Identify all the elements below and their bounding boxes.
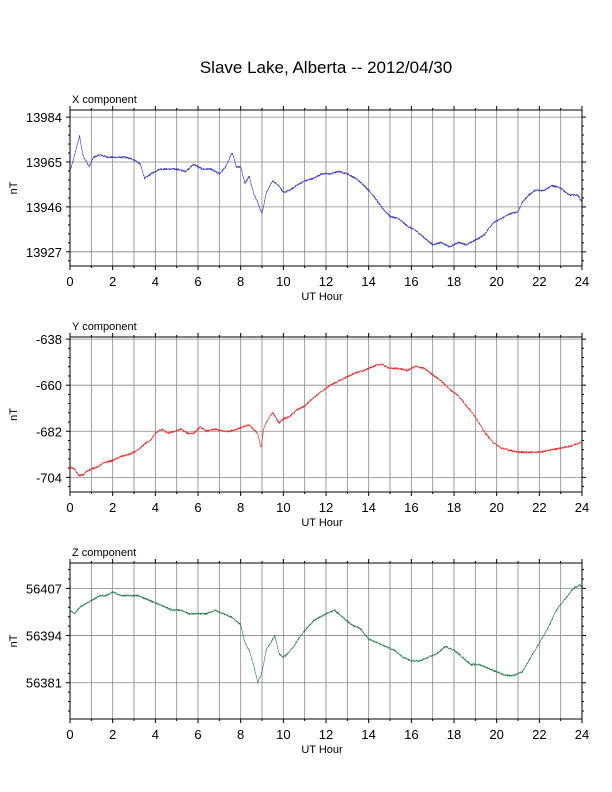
z-component-title: Z component: [72, 547, 136, 559]
z-x-tick-label: 14: [361, 727, 375, 742]
y-x-tick-label: 8: [237, 500, 244, 515]
y-x-tick-label: 18: [447, 500, 461, 515]
z-y-tick-label: 56407: [26, 581, 62, 596]
y-x-tick-label: 6: [194, 500, 201, 515]
x-x-tick-label: 0: [66, 274, 73, 289]
x-series-line: [69, 135, 583, 248]
x-x-tick-label: 14: [361, 274, 375, 289]
y-component-title: Y component: [72, 321, 137, 333]
z-y-axis-label: nT: [8, 634, 20, 647]
y-x-tick-label: 24: [575, 500, 589, 515]
y-x-tick-label: 16: [404, 500, 418, 515]
z-x-tick-label: 6: [194, 727, 201, 742]
y-y-axis-label: nT: [8, 408, 20, 421]
y-x-tick-label: 10: [276, 500, 290, 515]
y-y-tick-label: -704: [36, 470, 62, 485]
x-x-tick-label: 2: [109, 274, 116, 289]
x-x-tick-label: 16: [404, 274, 418, 289]
y-x-tick-label: 2: [109, 500, 116, 515]
x-panel: 0 2 4 6 8 10 12 14 16 18 20 22 241392713946139651398…: [8, 94, 589, 303]
y-y-tick-label: -682: [36, 424, 62, 439]
z-x-tick-label: 12: [319, 727, 333, 742]
y-x-tick-label: 20: [489, 500, 503, 515]
z-y-tick-label: 56394: [26, 629, 62, 644]
z-x-axis-label: UT Hour: [301, 744, 343, 756]
x-x-tick-label: 20: [489, 274, 503, 289]
x-x-tick-label: 24: [575, 274, 589, 289]
z-x-tick-label: 2: [109, 727, 116, 742]
y-x-tick-label: 4: [152, 500, 159, 515]
y-x-tick-label: 22: [532, 500, 546, 515]
x-y-tick-label: 13965: [26, 155, 62, 170]
y-y-tick-label: -638: [36, 332, 62, 347]
figure-title: Slave Lake, Alberta -- 2012/04/30: [199, 58, 453, 77]
x-y-tick-label: 13984: [26, 110, 62, 125]
z-x-tick-label: 4: [152, 727, 159, 742]
x-x-tick-label: 22: [532, 274, 546, 289]
x-x-tick-label: 18: [447, 274, 461, 289]
x-x-tick-label: 10: [276, 274, 290, 289]
y-x-axis-label: UT Hour: [301, 517, 343, 529]
z-y-tick-label: 56381: [26, 676, 62, 691]
x-x-axis-label: UT Hour: [301, 291, 343, 303]
y-y-tick-label: -660: [36, 378, 62, 393]
z-series-line: [69, 583, 583, 684]
z-x-tick-label: 16: [404, 727, 418, 742]
y-x-tick-label: 14: [361, 500, 375, 515]
z-x-tick-label: 10: [276, 727, 290, 742]
z-x-tick-label: 0: [66, 727, 73, 742]
x-y-tick-label: 13927: [26, 245, 62, 260]
x-x-tick-label: 12: [319, 274, 333, 289]
x-x-tick-label: 8: [237, 274, 244, 289]
y-x-tick-label: 12: [319, 500, 333, 515]
z-x-tick-label: 20: [489, 727, 503, 742]
z-x-tick-label: 18: [447, 727, 461, 742]
z-x-tick-label: 22: [532, 727, 546, 742]
x-component-title: X component: [72, 94, 137, 106]
y-series-line: [69, 363, 583, 477]
y-x-tick-label: 0: [66, 500, 73, 515]
z-x-tick-label: 8: [237, 727, 244, 742]
z-x-tick-label: 24: [575, 727, 589, 742]
x-y-tick-label: 13946: [26, 200, 62, 215]
x-x-tick-label: 4: [152, 274, 159, 289]
x-x-tick-label: 6: [194, 274, 201, 289]
x-y-axis-label: nT: [8, 181, 20, 194]
